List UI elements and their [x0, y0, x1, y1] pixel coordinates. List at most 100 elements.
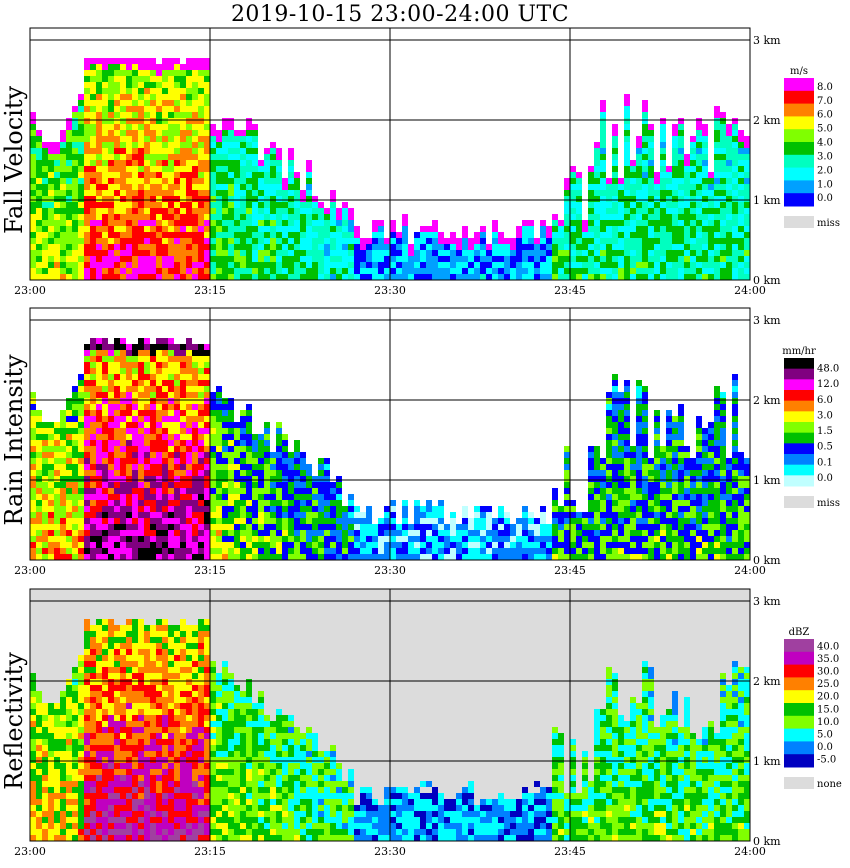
heatmap-cell	[648, 274, 654, 280]
heatmap-cell	[96, 196, 102, 202]
heatmap-cell	[330, 256, 336, 262]
heatmap-cell	[138, 422, 144, 428]
heatmap-cell	[54, 428, 60, 434]
heatmap-cell	[324, 458, 330, 464]
heatmap-cell	[30, 392, 36, 398]
heatmap-cell	[660, 542, 666, 548]
heatmap-cell	[534, 238, 540, 244]
heatmap-cell	[324, 488, 330, 494]
heatmap-cell	[654, 178, 660, 184]
heatmap-cell	[390, 548, 396, 554]
heatmap-cell	[474, 274, 480, 280]
heatmap-cell	[240, 214, 246, 220]
heatmap-cell	[714, 470, 720, 476]
heatmap-cell	[216, 208, 222, 214]
heatmap-cell	[468, 548, 474, 554]
heatmap-cell	[384, 256, 390, 262]
heatmap-cell	[216, 232, 222, 238]
heatmap-cell	[510, 548, 516, 554]
heatmap-cell	[198, 100, 204, 106]
heatmap-cell	[36, 226, 42, 232]
heatmap-cell	[78, 518, 84, 524]
heatmap-cell	[288, 250, 294, 256]
heatmap-cell	[150, 446, 156, 452]
heatmap-cell	[648, 256, 654, 262]
heatmap-cell	[156, 184, 162, 190]
heatmap-cell	[726, 530, 732, 536]
heatmap-cell	[138, 434, 144, 440]
heatmap-cell	[576, 226, 582, 232]
heatmap-cell	[102, 404, 108, 410]
heatmap-cell	[48, 488, 54, 494]
heatmap-cell	[78, 446, 84, 452]
heatmap-cell	[192, 118, 198, 124]
heatmap-cell	[630, 244, 636, 250]
heatmap-cell	[270, 232, 276, 238]
heatmap-cell	[48, 214, 54, 220]
heatmap-cell	[90, 374, 96, 380]
heatmap-cell	[150, 404, 156, 410]
heatmap-cell	[630, 476, 636, 482]
heatmap-cell	[594, 524, 600, 530]
heatmap-cell	[198, 262, 204, 268]
heatmap-cell	[120, 214, 126, 220]
heatmap-cell	[456, 548, 462, 554]
heatmap-cell	[222, 214, 228, 220]
heatmap-cell	[132, 404, 138, 410]
heatmap-cell	[618, 506, 624, 512]
heatmap-cell	[264, 256, 270, 262]
heatmap-cell	[486, 262, 492, 268]
heatmap-cell	[102, 88, 108, 94]
heatmap-cell	[90, 64, 96, 70]
heatmap-cell	[312, 506, 318, 512]
heatmap-cell	[288, 524, 294, 530]
heatmap-cell	[168, 100, 174, 106]
heatmap-cell	[210, 268, 216, 274]
heatmap-cell	[144, 410, 150, 416]
heatmap-cell	[342, 530, 348, 536]
heatmap-cell	[678, 244, 684, 250]
heatmap-cell	[306, 160, 312, 166]
heatmap-cell	[228, 446, 234, 452]
heatmap-cell	[156, 446, 162, 452]
heatmap-cell	[486, 536, 492, 542]
heatmap-cell	[684, 458, 690, 464]
heatmap-cell	[702, 202, 708, 208]
heatmap-cell	[222, 202, 228, 208]
heatmap-cell	[168, 148, 174, 154]
heatmap-cell	[108, 214, 114, 220]
heatmap-cell	[564, 482, 570, 488]
heatmap-cell	[660, 220, 666, 226]
heatmap-cell	[306, 220, 312, 226]
heatmap-cell	[96, 416, 102, 422]
heatmap-cell	[618, 536, 624, 542]
heatmap-cell	[492, 250, 498, 256]
heatmap-cell	[198, 256, 204, 262]
heatmap-cell	[630, 208, 636, 214]
heatmap-cell	[522, 220, 528, 226]
heatmap-cell	[114, 470, 120, 476]
heatmap-cell	[564, 488, 570, 494]
heatmap-cell	[570, 524, 576, 530]
heatmap-cell	[84, 518, 90, 524]
x-tick-label: 24:00	[734, 284, 766, 297]
heatmap-cell	[234, 262, 240, 268]
heatmap-cell	[108, 274, 114, 280]
heatmap-cell	[726, 488, 732, 494]
heatmap-cell	[390, 274, 396, 280]
heatmap-cell	[168, 344, 174, 350]
heatmap-cell	[336, 506, 342, 512]
heatmap-cell	[570, 214, 576, 220]
heatmap-cell	[246, 238, 252, 244]
heatmap-cell	[264, 440, 270, 446]
heatmap-cell	[276, 530, 282, 536]
heatmap-cell	[204, 392, 210, 398]
heatmap-cell	[126, 106, 132, 112]
heatmap-cell	[126, 458, 132, 464]
heatmap-cell	[594, 178, 600, 184]
heatmap-cell	[42, 500, 48, 506]
heatmap-cell	[168, 238, 174, 244]
heatmap-cell	[696, 154, 702, 160]
heatmap-cell	[174, 250, 180, 256]
